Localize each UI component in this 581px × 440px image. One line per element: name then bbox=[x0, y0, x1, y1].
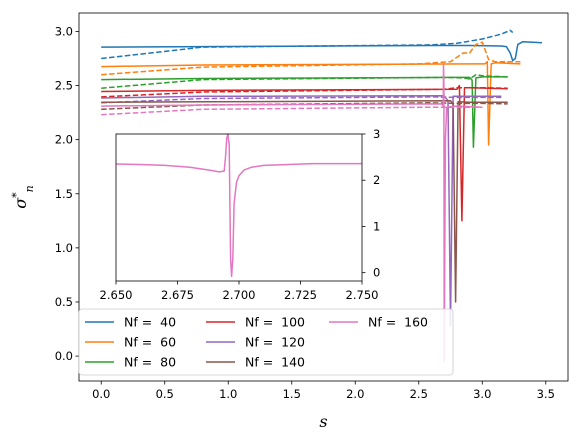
inset-y-tick-label: 0 bbox=[373, 266, 380, 280]
y-tick-label: 2.0 bbox=[55, 133, 73, 147]
y-tick-label: 0.5 bbox=[55, 295, 73, 309]
x-tick-label: 2.5 bbox=[410, 387, 428, 401]
y-tick-label: 1.0 bbox=[55, 241, 73, 255]
legend-label: Nf = 80 bbox=[124, 355, 176, 370]
inset-background bbox=[116, 134, 362, 281]
main-plot-frame bbox=[78, 12, 569, 382]
main-series-lines bbox=[101, 29, 543, 363]
inset-y-tick-label: 1 bbox=[373, 219, 380, 233]
main-chart: 0.0 0.5 1.0 1.5 2.0 2.5 3.0 3.5 0.0 0.5 1.0 1.5 2.0… bbox=[10, 12, 569, 431]
y-tick-label: 0.0 bbox=[55, 349, 73, 363]
series-0-solid-line bbox=[101, 40, 543, 62]
series-1-dashed-line bbox=[101, 41, 521, 76]
inset-x-tick-label: 2.750 bbox=[346, 288, 379, 302]
x-tick-label: 1.0 bbox=[219, 387, 237, 401]
x-tick-label: 0.5 bbox=[156, 387, 174, 401]
legend-label: Nf = 40 bbox=[124, 315, 176, 330]
inset-series-lines bbox=[115, 133, 362, 278]
inset-y-tick-label: 3 bbox=[373, 127, 380, 141]
x-tick-label: 0.0 bbox=[92, 387, 110, 401]
legend-items: Nf = 40 Nf = 60 Nf = 80 Nf = 100 Nf = 120 Nf … bbox=[85, 315, 428, 370]
x-tick-label: 1.5 bbox=[283, 387, 301, 401]
main-y-axis: 0.0 0.5 1.0 1.5 2.0 2.5 3.0 bbox=[55, 24, 79, 363]
x-tick-label: 2.0 bbox=[346, 387, 364, 401]
x-tick-label: 3.0 bbox=[473, 387, 491, 401]
inset-x-tick-label: 2.700 bbox=[223, 288, 256, 302]
series-6-dashed-line bbox=[101, 106, 483, 116]
inset-y-tick-label: 2 bbox=[373, 173, 380, 187]
legend-label: Nf = 60 bbox=[124, 335, 176, 350]
y-tick-label: 3.0 bbox=[55, 24, 73, 38]
series-4-solid-line bbox=[101, 95, 502, 327]
inset-x-tick-label: 2.725 bbox=[284, 288, 317, 302]
x-tick-label: 3.5 bbox=[537, 387, 555, 401]
series-2-dashed-line bbox=[101, 73, 508, 89]
series-5-solid-line bbox=[101, 99, 508, 303]
y-tick-label: 1.5 bbox=[55, 187, 73, 201]
y-tick-label: 2.5 bbox=[55, 79, 73, 93]
series-6-solid-line bbox=[101, 63, 483, 363]
inset-y-axis: 0 1 2 3 bbox=[362, 127, 380, 280]
main-x-axis: 0.0 0.5 1.0 1.5 2.0 2.5 3.0 3.5 bbox=[92, 381, 555, 401]
series-3-dashed-line bbox=[101, 86, 508, 98]
inset-x-tick-label: 2.675 bbox=[161, 288, 194, 302]
legend-label: Nf = 140 bbox=[245, 355, 305, 370]
inset-x-axis: 2.650 2.675 2.700 2.725 2.750 bbox=[100, 281, 379, 302]
legend: Nf = 40 Nf = 60 Nf = 80 Nf = 100 Nf = 120 Nf … bbox=[78, 308, 454, 376]
legend-label: Nf = 160 bbox=[368, 315, 428, 330]
legend-box bbox=[78, 308, 454, 376]
inset-x-tick-label: 2.650 bbox=[100, 288, 133, 302]
legend-label: Nf = 120 bbox=[245, 335, 305, 350]
inset-chart: 2.650 2.675 2.700 2.725 2.750 0 1 2 3 bbox=[100, 127, 381, 302]
inset-series-0-line bbox=[115, 133, 362, 278]
legend-label: Nf = 100 bbox=[245, 315, 305, 330]
x-axis-label: s bbox=[319, 412, 327, 431]
